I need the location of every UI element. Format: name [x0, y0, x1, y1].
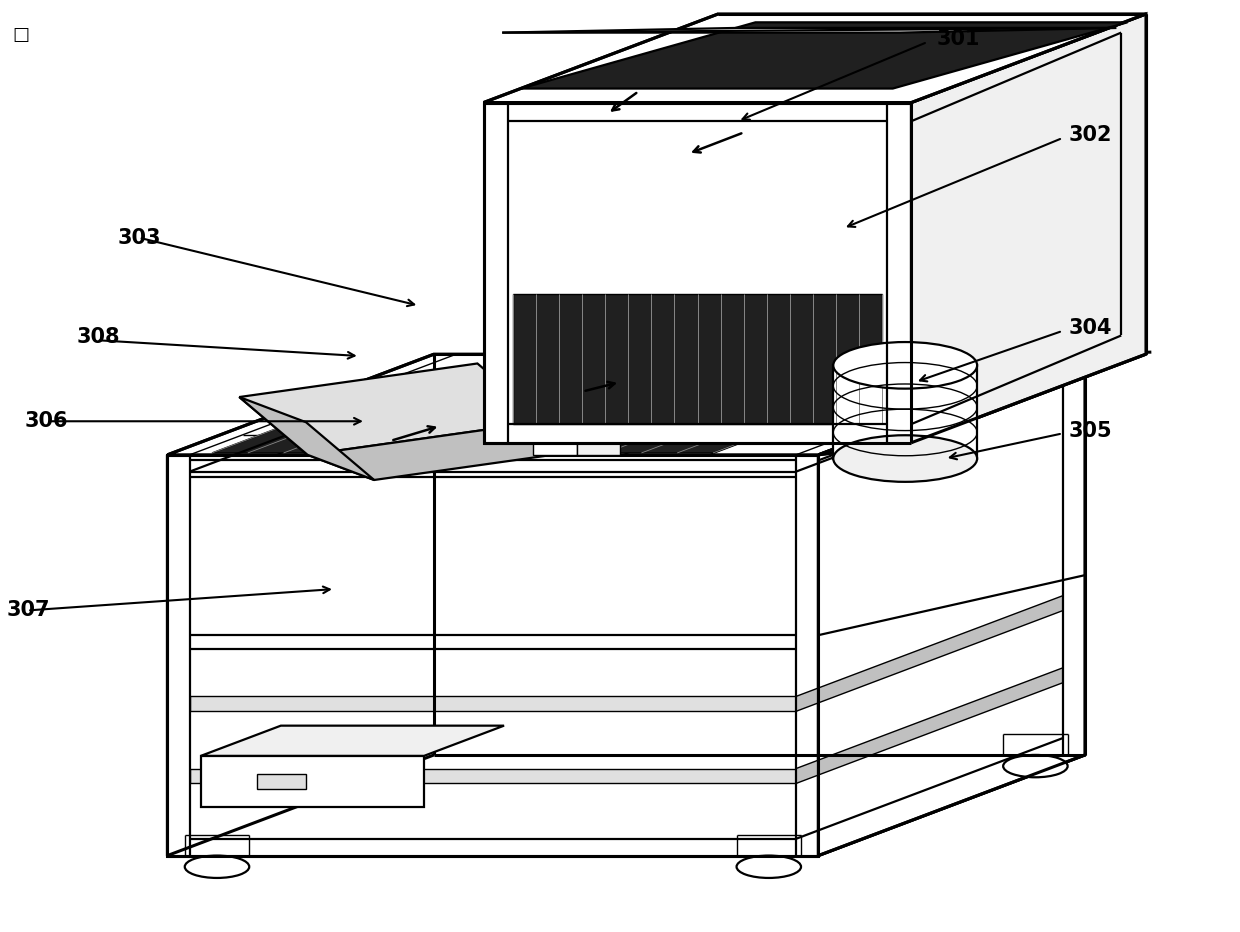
Polygon shape — [818, 354, 1146, 455]
Ellipse shape — [1003, 755, 1068, 777]
Text: 308: 308 — [77, 327, 120, 348]
Text: 305: 305 — [1069, 420, 1112, 441]
Ellipse shape — [737, 856, 801, 878]
Text: □: □ — [12, 26, 30, 45]
Polygon shape — [818, 354, 1085, 856]
Polygon shape — [911, 14, 1146, 443]
Ellipse shape — [833, 435, 977, 482]
Polygon shape — [484, 14, 1146, 103]
Text: 302: 302 — [1069, 125, 1112, 145]
Polygon shape — [521, 22, 1127, 89]
Polygon shape — [257, 774, 306, 788]
Polygon shape — [201, 726, 503, 756]
Polygon shape — [239, 397, 374, 480]
Polygon shape — [212, 392, 873, 453]
Ellipse shape — [185, 856, 249, 878]
Polygon shape — [190, 696, 796, 711]
Text: 303: 303 — [118, 227, 161, 248]
Ellipse shape — [833, 342, 977, 389]
Polygon shape — [484, 103, 911, 443]
Polygon shape — [308, 421, 613, 480]
Polygon shape — [502, 28, 1116, 33]
Polygon shape — [167, 455, 818, 856]
Polygon shape — [577, 432, 620, 455]
Polygon shape — [796, 596, 1063, 711]
Polygon shape — [201, 756, 424, 807]
Polygon shape — [533, 432, 577, 455]
Text: 301: 301 — [936, 29, 980, 49]
Polygon shape — [190, 769, 796, 784]
Polygon shape — [167, 755, 1085, 856]
Text: 304: 304 — [1069, 318, 1112, 338]
Polygon shape — [833, 365, 977, 459]
Polygon shape — [513, 294, 882, 424]
Text: 307: 307 — [6, 600, 50, 621]
Polygon shape — [167, 354, 1085, 455]
Text: 306: 306 — [25, 411, 68, 432]
Polygon shape — [796, 668, 1063, 784]
Polygon shape — [239, 363, 546, 455]
